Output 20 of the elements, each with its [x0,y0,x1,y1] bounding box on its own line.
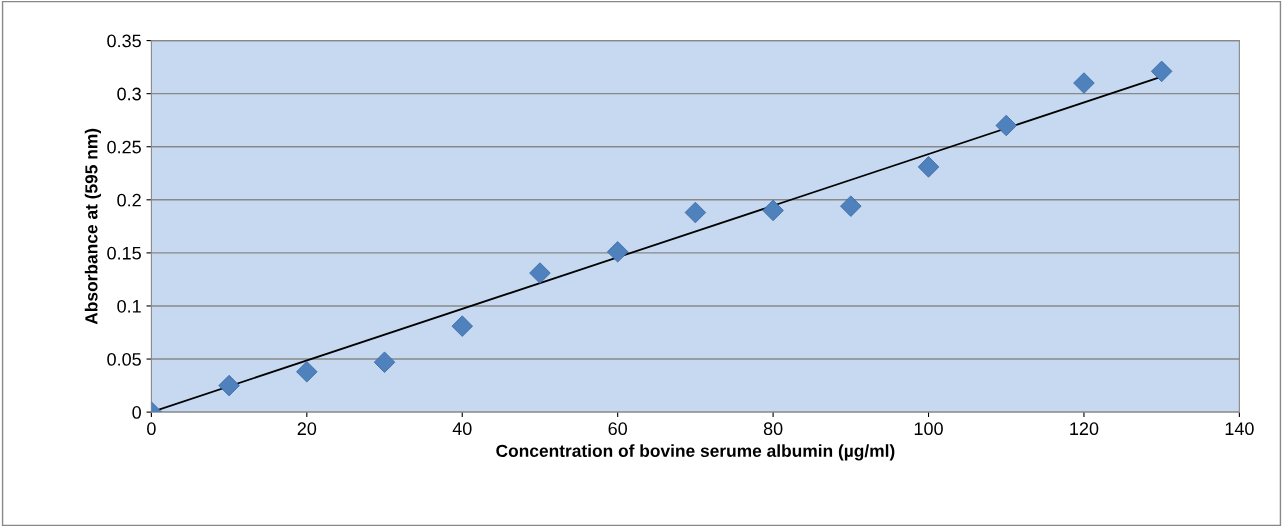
x-axis-title: Concentration of bovine serume albumin (µg/ml) [496,444,895,461]
x-tick-label: 100 [914,422,943,436]
y-axis-title: Absorbance at (595 nm) [84,128,101,325]
y-tick-label: 0.15 [107,246,141,260]
point [684,201,707,224]
x-tick-label: 80 [763,422,783,436]
y-tick-label: 0.2 [117,193,141,207]
x-tick-label: 60 [608,422,628,436]
x-tick-label: 0 [147,422,156,436]
x-tick-label: 120 [1070,422,1099,436]
y-tick-label: 0.1 [117,299,141,313]
y-tick-label: 0.35 [107,34,141,48]
x-tick-label: 20 [297,422,317,436]
y-tick-label: 0.3 [117,87,141,101]
y-tick-label: 0.05 [107,352,141,366]
y-tick-label: 0.25 [107,140,141,154]
x-tick-label: 40 [452,422,472,436]
y-tick-label: 0 [132,406,141,419]
x-tick-label: 140 [1225,422,1254,436]
point [1073,72,1095,94]
